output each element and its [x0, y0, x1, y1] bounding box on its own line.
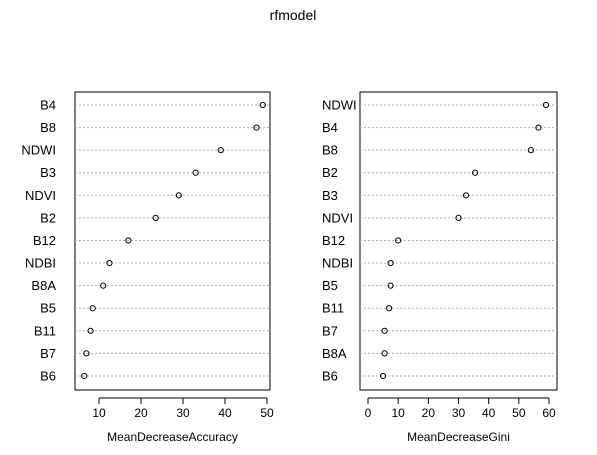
category-label: B4: [322, 120, 338, 135]
category-label: B5: [322, 278, 338, 293]
category-label: NDVI: [322, 210, 353, 225]
category-label: B7: [40, 346, 56, 361]
x-axis-title: MeanDecreaseAccuracy: [107, 430, 238, 444]
category-label: B8A: [31, 278, 56, 293]
data-point-b7: [83, 350, 90, 357]
x-tick-label: 10: [92, 406, 106, 420]
data-point-b11: [87, 327, 94, 334]
data-point-b5: [387, 282, 394, 289]
category-label: B6: [40, 368, 56, 383]
category-label: NDBI: [25, 256, 56, 271]
data-point-b8a: [381, 350, 388, 357]
data-point-b8: [527, 147, 535, 154]
data-point-ndvi: [175, 192, 182, 199]
data-point-ndwi: [217, 147, 224, 154]
x-tick-label: 20: [134, 406, 148, 420]
x-tick-label: 0: [365, 406, 372, 420]
plot-frame: [359, 91, 558, 391]
category-label: B8: [40, 120, 56, 135]
category-label: B7: [322, 323, 338, 338]
category-label: B2: [322, 165, 338, 180]
x-tick-label: 40: [482, 406, 496, 420]
data-point-b6: [379, 372, 387, 380]
plot-frame: [74, 91, 271, 391]
x-axis-title: MeanDecreaseGini: [407, 430, 510, 444]
category-label: B3: [40, 165, 56, 180]
category-label: B6: [322, 368, 338, 383]
category-label: B5: [40, 301, 56, 316]
category-label: NDWI: [322, 98, 357, 113]
x-tick-label: 10: [391, 406, 405, 420]
data-point-b7: [381, 327, 388, 334]
category-label: B4: [40, 98, 56, 113]
category-label: B12: [322, 233, 345, 248]
category-label: NDVI: [25, 188, 56, 203]
data-point-ndwi: [542, 101, 550, 109]
category-label: B11: [34, 323, 56, 338]
data-point-b3: [192, 169, 199, 176]
x-tick-label: 60: [542, 406, 556, 420]
data-point-b11: [386, 305, 393, 312]
data-point-b8: [253, 124, 260, 131]
data-point-b6: [81, 372, 88, 380]
panel-1: B4 B8 NDWI B3 NDVI B2 B12 NDBI B8A B5 B11 B7 B6 10 20 3…: [21, 91, 274, 444]
category-label: B2: [40, 210, 56, 225]
category-label: NDWI: [21, 143, 56, 158]
data-point-b2: [471, 169, 479, 176]
x-tick-label: 40: [218, 406, 232, 420]
data-point-b5: [89, 305, 96, 312]
category-label: NDBI: [322, 256, 353, 271]
data-point-b3: [462, 192, 470, 199]
category-label: B8: [322, 143, 338, 158]
category-label: B11: [322, 301, 344, 316]
data-point-ndbi: [106, 259, 113, 267]
data-point-b2: [152, 214, 159, 221]
data-point-b12: [395, 237, 402, 244]
chart-title: rfmodel: [270, 7, 317, 23]
data-point-ndbi: [387, 259, 394, 267]
x-tick-label: 30: [452, 406, 466, 420]
data-point-b8a: [100, 282, 107, 289]
data-point-b4: [535, 124, 542, 131]
category-label: B8A: [322, 346, 347, 361]
x-tick-label: 20: [422, 406, 436, 420]
data-point-b4: [259, 101, 266, 109]
data-point-b12: [125, 237, 132, 244]
panel-2: NDWI B4 B8 B2 B3 NDVI B12 NDBI B5 B11 B7 B8A B6 0 10 20…: [322, 91, 558, 444]
x-tick-label: 50: [260, 406, 274, 420]
x-tick-label: 50: [512, 406, 526, 420]
data-point-ndvi: [455, 214, 462, 221]
category-label: B12: [33, 233, 56, 248]
category-label: B3: [322, 188, 338, 203]
x-tick-label: 30: [176, 406, 190, 420]
